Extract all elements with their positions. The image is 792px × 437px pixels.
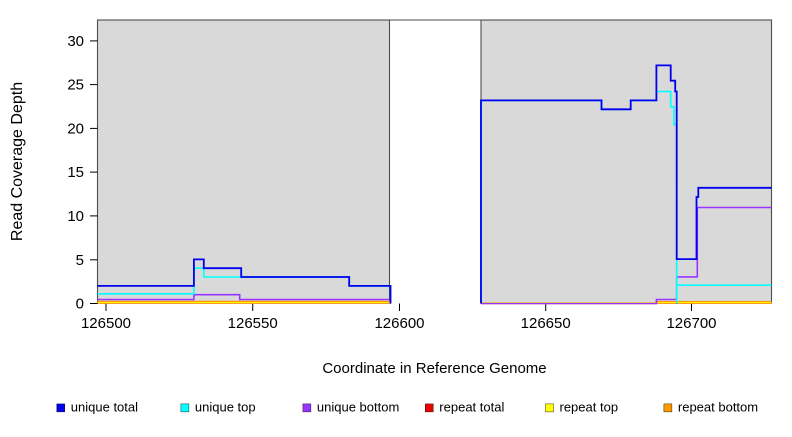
svg-text:126550: 126550 xyxy=(228,315,278,332)
svg-text:126650: 126650 xyxy=(521,315,571,332)
svg-text:25: 25 xyxy=(67,77,84,94)
svg-text:0: 0 xyxy=(76,296,84,313)
svg-text:10: 10 xyxy=(67,208,84,225)
svg-text:repeat bottom: repeat bottom xyxy=(678,400,758,415)
svg-text:15: 15 xyxy=(67,164,84,181)
svg-text:unique top: unique top xyxy=(195,400,256,415)
svg-text:Coordinate in Reference Genome: Coordinate in Reference Genome xyxy=(322,360,546,377)
svg-text:repeat total: repeat total xyxy=(439,400,504,415)
svg-text:20: 20 xyxy=(67,120,84,137)
svg-text:repeat top: repeat top xyxy=(560,400,619,415)
svg-text:126700: 126700 xyxy=(666,315,716,332)
svg-text:unique bottom: unique bottom xyxy=(317,400,399,415)
svg-text:unique total: unique total xyxy=(71,400,138,415)
svg-text:126500: 126500 xyxy=(81,315,131,332)
svg-text:30: 30 xyxy=(67,33,84,50)
svg-text:Read Coverage Depth: Read Coverage Depth xyxy=(9,82,26,241)
svg-text:5: 5 xyxy=(76,252,84,269)
svg-text:126600: 126600 xyxy=(374,315,424,332)
